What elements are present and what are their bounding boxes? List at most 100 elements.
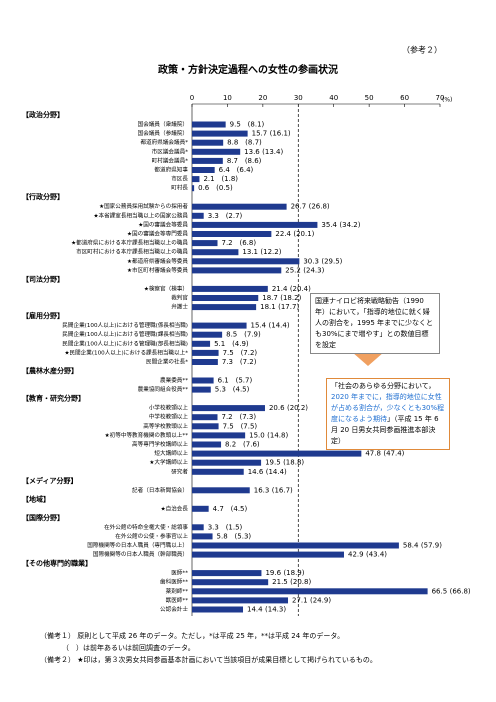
value-label: 19.6 — [265, 569, 281, 577]
value-label: 66.5 — [432, 587, 448, 595]
category-label: 農業協同組合役員** — [138, 385, 189, 393]
value-label: 5.3 — [215, 386, 226, 394]
value-label: 16.3 — [254, 486, 270, 494]
category-label: ★本省課室長相当職以上の国家公務員 — [93, 211, 188, 219]
category-label: ★民間企業(100人以上)における課長相当職以上* — [64, 348, 188, 356]
category-label: 短大講師以上 — [154, 449, 188, 457]
x-unit: (%) — [442, 97, 452, 104]
bar — [192, 121, 226, 128]
previous-label: (5.3) — [235, 532, 252, 540]
previous-label: (14.4) — [266, 468, 287, 476]
previous-label: (43.4) — [366, 551, 387, 559]
value-label: 35.4 — [321, 221, 337, 229]
bar — [192, 340, 211, 347]
category-label: ★市区町村審議会等委員 — [127, 266, 188, 274]
x-tick-label: 70 — [436, 94, 445, 102]
note: （備考１） 原則として平成 26 年のデータ。ただし，*は平成 25 年，**は… — [40, 632, 345, 640]
note: （備考２） ★印は，第３次男女共同参画基本計画において当該項目が成果目標として掲… — [40, 656, 377, 664]
previous-label: (34.2) — [339, 221, 360, 229]
category-label: 薬剤師** — [166, 587, 189, 595]
bar — [192, 505, 209, 512]
bar — [192, 221, 318, 228]
bar — [192, 331, 223, 338]
value-label: 7.2 — [222, 239, 233, 247]
previous-label: (6.8) — [240, 239, 257, 247]
reference: （参考２） — [402, 45, 442, 55]
category-label: ★検察官（検事） — [144, 284, 188, 292]
bar — [192, 423, 219, 430]
value-label: 47.8 — [365, 450, 381, 458]
category-label: ★自治会長 — [161, 504, 189, 512]
category-label: 獣医師** — [166, 596, 189, 604]
previous-label: (8.6) — [245, 157, 262, 165]
x-tick-label: 60 — [400, 94, 409, 102]
previous-label: (24.9) — [310, 596, 331, 604]
previous-label: (5.7) — [236, 377, 253, 385]
category-label: ★都道府県審議会等委員 — [127, 257, 188, 265]
category-label: 医師** — [171, 569, 188, 577]
previous-label: (14.4) — [269, 322, 290, 330]
bar — [192, 349, 219, 356]
bar — [192, 212, 204, 219]
bar — [192, 285, 268, 292]
bar — [192, 597, 289, 604]
group-label: 【教育・研究分野】 — [22, 394, 85, 403]
category-label: ★都道府県における本庁課長相当職以上の職員 — [71, 239, 188, 247]
category-label: 都道府県知事 — [154, 166, 188, 174]
value-label: 7.5 — [223, 422, 234, 430]
value-label: 7.3 — [222, 358, 233, 366]
bar — [192, 304, 257, 311]
value-label: 9.5 — [230, 121, 241, 129]
bar — [192, 405, 265, 412]
value-label: 3.3 — [208, 212, 219, 220]
value-label: 19.5 — [265, 459, 281, 467]
category-label: 国会議員（参議院） — [138, 129, 188, 137]
value-label: 8.2 — [225, 441, 236, 449]
bar — [192, 267, 282, 274]
category-label: 民間企業(100人以上)における管理職(課長相当職) — [62, 330, 188, 338]
bar — [192, 377, 214, 384]
group-label: 【政治分野】 — [22, 110, 64, 119]
value-label: 7.2 — [222, 413, 233, 421]
x-tick-label: 0 — [190, 94, 194, 102]
category-label: 高等専門学校講師以上 — [132, 440, 188, 448]
previous-label: (8.1) — [248, 121, 265, 129]
bar — [192, 432, 246, 439]
value-label: 13.6 — [244, 148, 260, 156]
value-label: 18.7 — [262, 294, 278, 302]
value-label: 15.0 — [249, 431, 265, 439]
previous-label: (14.3) — [265, 606, 286, 614]
value-label: 20.6 — [269, 404, 285, 412]
bar — [192, 139, 224, 146]
category-label: 市区町村における本庁課長相当職以上の職員 — [76, 248, 188, 256]
x-tick-label: 50 — [365, 94, 374, 102]
bar — [192, 249, 239, 256]
value-label: 2.1 — [203, 175, 214, 183]
value-label: 21.4 — [272, 285, 288, 293]
bar — [192, 579, 269, 586]
x-tick-label: 20 — [258, 94, 267, 102]
value-label: 15.7 — [252, 130, 268, 138]
category-label: 市区議会議員* — [152, 147, 189, 155]
category-label: 民間企業(100人以上)における管理職(係長相当職) — [62, 321, 188, 329]
bar — [192, 130, 248, 137]
value-label: 30.3 — [303, 257, 319, 265]
bar — [192, 414, 218, 421]
group-label: 【司法分野】 — [22, 274, 64, 283]
annotation-box: 「社会のあらゆる分野において， 2020 年までに，指導的地位に女性が占める割合が… — [326, 378, 450, 450]
annotation-text: 」（平成 15 年 6 月 20 日男女共同参画推進本部決定） — [331, 415, 439, 445]
bar — [192, 322, 247, 329]
bar — [192, 459, 262, 466]
value-label: 15.4 — [251, 322, 267, 330]
previous-label: (14.8) — [267, 431, 288, 439]
category-label: 町村長 — [171, 184, 188, 192]
x-tick-label: 40 — [329, 94, 338, 102]
previous-label: (66.8) — [450, 587, 471, 595]
category-label: 都道府県議会議員* — [140, 138, 188, 146]
category-label: 農業委員** — [160, 376, 188, 384]
category-label: 在外公館の公使・参事官以上 — [115, 532, 188, 540]
previous-label: (20.1) — [293, 230, 314, 238]
previous-label: (2.7) — [226, 212, 243, 220]
category-label: 小学校教頭以上 — [149, 404, 189, 412]
previous-label: (29.5) — [321, 257, 342, 265]
